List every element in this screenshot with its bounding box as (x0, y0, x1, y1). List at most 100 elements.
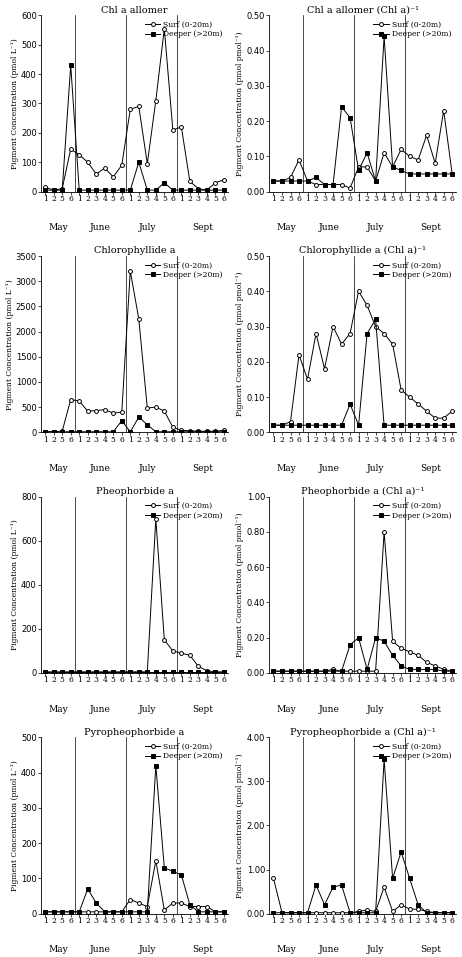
Surf (0-20m) (279, 665, 285, 677)
Surf (0-20m) (305, 907, 310, 919)
Surf (0-20m) (313, 328, 319, 340)
Surf (0-20m) (432, 412, 438, 424)
Deeper (>20m) (221, 906, 227, 918)
Surf (0-20m) (365, 300, 370, 311)
Surf (0-20m) (279, 907, 285, 919)
Deeper (>20m) (213, 426, 218, 437)
Deeper (>20m) (279, 665, 285, 677)
Deeper (>20m) (339, 665, 344, 677)
Deeper (>20m) (450, 168, 455, 180)
Deeper (>20m) (407, 663, 413, 675)
Surf (0-20m) (43, 426, 48, 437)
Deeper (>20m) (85, 666, 91, 678)
Text: July: July (367, 704, 384, 714)
Deeper (>20m) (162, 426, 167, 437)
Deeper (>20m) (60, 426, 65, 437)
Surf (0-20m) (450, 907, 455, 919)
Surf (0-20m) (204, 185, 210, 196)
Deeper (>20m) (424, 168, 430, 180)
Deeper (>20m) (179, 666, 184, 678)
Surf (0-20m) (322, 179, 327, 190)
Deeper (>20m) (415, 168, 421, 180)
Y-axis label: Pigment Concentration (pmol pmol⁻¹): Pigment Concentration (pmol pmol⁻¹) (237, 32, 244, 176)
Deeper (>20m) (162, 862, 167, 874)
Title: Pyropheophorbide a (Chl a)⁻¹: Pyropheophorbide a (Chl a)⁻¹ (290, 727, 436, 737)
Surf (0-20m) (128, 894, 133, 905)
Deeper (>20m) (313, 171, 319, 183)
Deeper (>20m) (213, 185, 218, 196)
Deeper (>20m) (195, 426, 201, 437)
Deeper (>20m) (313, 419, 319, 431)
Deeper (>20m) (51, 185, 56, 196)
Deeper (>20m) (322, 899, 327, 910)
Surf (0-20m) (381, 526, 387, 538)
Deeper (>20m) (356, 632, 361, 643)
Surf (0-20m) (373, 321, 378, 332)
Surf (0-20m) (110, 408, 116, 419)
Deeper (>20m) (330, 665, 336, 677)
Deeper (>20m) (390, 419, 395, 431)
Surf (0-20m) (170, 124, 176, 136)
Surf (0-20m) (313, 665, 319, 677)
Deeper (>20m) (330, 881, 336, 893)
Surf (0-20m) (407, 646, 413, 657)
Surf (0-20m) (195, 660, 201, 672)
Surf (0-20m) (204, 665, 210, 677)
Deeper (>20m) (119, 185, 125, 196)
Surf (0-20m) (390, 161, 395, 172)
Surf (0-20m) (390, 635, 395, 647)
Legend: Surf (0-20m), Deeper (>20m): Surf (0-20m), Deeper (>20m) (143, 741, 225, 762)
Surf (0-20m) (450, 665, 455, 677)
Surf (0-20m) (102, 404, 108, 415)
Deeper (>20m) (213, 666, 218, 678)
Surf (0-20m) (415, 154, 421, 166)
Deeper (>20m) (128, 426, 133, 437)
Surf (0-20m) (60, 183, 65, 194)
Line: Surf (0-20m): Surf (0-20m) (272, 289, 454, 427)
Surf (0-20m) (450, 406, 455, 417)
Surf (0-20m) (424, 905, 430, 917)
Surf (0-20m) (179, 425, 184, 436)
Deeper (>20m) (93, 426, 99, 437)
Deeper (>20m) (119, 906, 125, 918)
Surf (0-20m) (93, 666, 99, 678)
Text: May: May (276, 946, 296, 954)
Surf (0-20m) (450, 168, 455, 180)
Deeper (>20m) (356, 165, 361, 176)
Deeper (>20m) (271, 907, 276, 919)
Surf (0-20m) (296, 665, 302, 677)
Surf (0-20m) (204, 901, 210, 912)
Surf (0-20m) (68, 393, 73, 405)
Deeper (>20m) (373, 632, 378, 643)
Deeper (>20m) (373, 314, 378, 325)
Surf (0-20m) (279, 419, 285, 431)
Line: Surf (0-20m): Surf (0-20m) (43, 27, 226, 192)
Deeper (>20m) (153, 426, 158, 437)
Deeper (>20m) (93, 666, 99, 678)
Surf (0-20m) (441, 663, 446, 675)
Deeper (>20m) (51, 666, 56, 678)
Surf (0-20m) (373, 905, 378, 917)
Deeper (>20m) (119, 666, 125, 678)
Deeper (>20m) (221, 426, 227, 437)
Deeper (>20m) (213, 906, 218, 918)
Surf (0-20m) (85, 906, 91, 918)
Surf (0-20m) (162, 406, 167, 417)
Deeper (>20m) (339, 101, 344, 113)
Text: May: May (276, 704, 296, 714)
Surf (0-20m) (347, 183, 353, 194)
Surf (0-20m) (145, 402, 150, 413)
Surf (0-20m) (213, 426, 218, 437)
Surf (0-20m) (390, 905, 395, 917)
Deeper (>20m) (68, 906, 73, 918)
Deeper (>20m) (398, 419, 404, 431)
Deeper (>20m) (153, 760, 158, 771)
Surf (0-20m) (398, 642, 404, 654)
Surf (0-20m) (313, 179, 319, 190)
Surf (0-20m) (271, 175, 276, 187)
Deeper (>20m) (110, 426, 116, 437)
Surf (0-20m) (441, 104, 446, 116)
Deeper (>20m) (432, 168, 438, 180)
Line: Surf (0-20m): Surf (0-20m) (43, 269, 226, 434)
Surf (0-20m) (179, 122, 184, 133)
